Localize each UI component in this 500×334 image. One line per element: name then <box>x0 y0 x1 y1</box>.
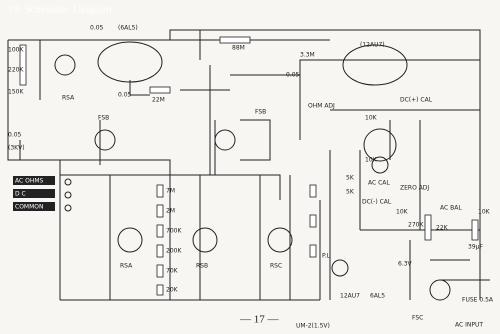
label: 10K <box>365 157 378 164</box>
label: 2M <box>166 208 175 215</box>
label: 220K <box>8 67 24 74</box>
label: 10K <box>396 209 409 216</box>
label: 0.05 <box>8 132 22 139</box>
terminal-box <box>13 189 55 198</box>
label: (12AU7) <box>360 42 385 49</box>
page-number: — 17 — <box>239 314 280 326</box>
label: FSB <box>98 115 109 122</box>
title: 10. Schematic Diagram <box>8 4 112 16</box>
label: 5K <box>346 175 355 182</box>
label: 88M <box>232 45 245 52</box>
label: 20K <box>166 287 179 294</box>
terminal-box <box>13 202 55 211</box>
label: ZERO ADJ <box>400 185 429 192</box>
label: 70K <box>166 268 179 275</box>
label: RSC <box>270 263 282 270</box>
label: 10K <box>365 115 378 122</box>
resistors <box>19 36 479 296</box>
label: (3KV) <box>8 145 25 152</box>
label: 0.05 <box>118 92 132 99</box>
label: 6.3V <box>398 261 413 268</box>
label: AC CAL <box>368 180 390 187</box>
label: 200K <box>166 248 182 255</box>
label: 0.05 <box>90 25 104 32</box>
label: 12AU7 <box>340 293 360 300</box>
label: (6AL5) <box>118 25 138 32</box>
tubes <box>54 41 451 301</box>
label: RSA <box>120 263 133 270</box>
label: AC INPUT <box>455 322 483 329</box>
label: UM-2(1.5V) <box>296 323 330 330</box>
terminal-label: COMMON <box>15 204 43 211</box>
label: RSA <box>62 95 75 102</box>
label: DC(+) CAL <box>400 97 433 104</box>
terminal-label: AC OHMS <box>15 178 44 185</box>
label: FUSE 0.5A <box>462 297 494 304</box>
label: 0.05 <box>286 72 300 79</box>
label: FSC <box>412 315 423 322</box>
label: 100K <box>8 47 24 54</box>
label: 700K <box>166 228 182 235</box>
label: FSB <box>255 109 266 116</box>
label: OHM ADJ <box>308 103 335 110</box>
terminal-label: D C <box>15 191 26 198</box>
label: 10K <box>478 209 491 216</box>
label: 150K <box>8 89 24 96</box>
label: 270K <box>408 222 424 229</box>
terminal-box <box>13 176 55 185</box>
label: 5K <box>346 189 355 196</box>
label: RSB <box>196 263 208 270</box>
label: 39μF <box>468 244 483 251</box>
label: 7M <box>166 188 175 195</box>
label: 3.3M <box>300 52 315 59</box>
label: 22K <box>436 225 449 232</box>
wiring <box>7 29 490 301</box>
label: 22M <box>152 97 165 104</box>
label: AC BAL <box>440 205 462 212</box>
label: 6AL5 <box>370 293 385 300</box>
label: DC(-) CAL <box>362 199 392 206</box>
label: P.L <box>322 253 331 260</box>
